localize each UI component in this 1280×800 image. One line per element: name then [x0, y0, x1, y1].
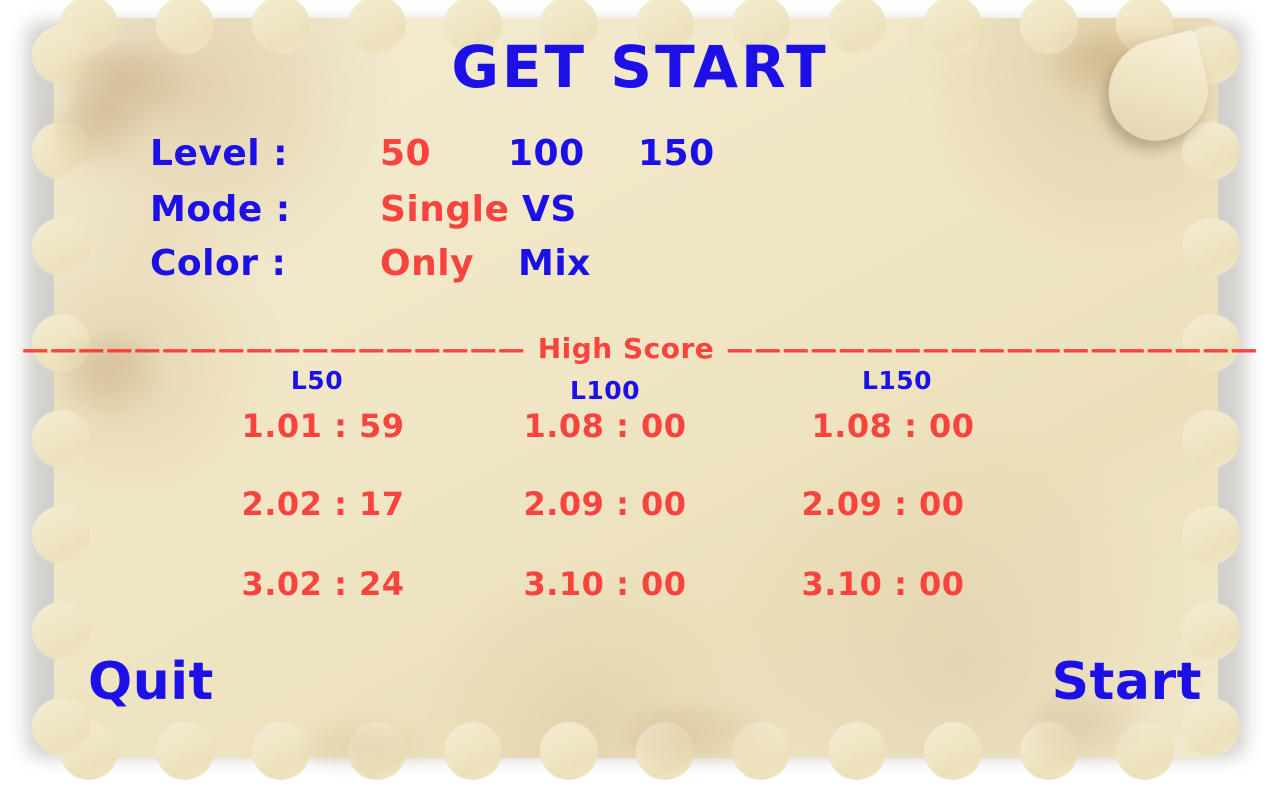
level-label: Level :: [150, 133, 289, 174]
paper-surface: [54, 18, 1218, 758]
score-cell: 2.09 : 00: [801, 485, 965, 523]
score-row: 3.02 : 24 3.10 : 00 3.10 : 00: [185, 564, 1025, 604]
level-option-50[interactable]: 50: [380, 133, 432, 174]
score-column-header-l150: L150: [861, 366, 933, 395]
score-cell: 3.02 : 24: [241, 565, 405, 603]
color-option-only[interactable]: Only: [380, 243, 475, 284]
score-cell: 3.10 : 00: [801, 565, 965, 603]
mode-option-vs[interactable]: VS: [522, 189, 577, 230]
page-title: GET START: [451, 33, 829, 101]
level-option-150[interactable]: 150: [638, 133, 715, 174]
color-option-mix[interactable]: Mix: [518, 243, 591, 284]
mode-label: Mode :: [150, 189, 291, 230]
high-score-label: High Score: [537, 332, 715, 365]
divider-dashes-right: ———————————————————: [726, 334, 1259, 365]
score-header-row: L50 L100 L150: [185, 366, 1025, 405]
high-score-table: L50 L100 L150 1.01 : 59 1.08 : 00 1.08 :…: [185, 366, 1025, 604]
score-cell: 2.09 : 00: [523, 485, 687, 523]
score-cell: 2.02 : 17: [241, 485, 405, 523]
score-cell: 3.10 : 00: [523, 565, 687, 603]
quit-button[interactable]: Quit: [88, 652, 214, 712]
mode-option-single[interactable]: Single: [380, 189, 510, 230]
divider-dashes-left: ——————————————————: [21, 334, 526, 365]
score-row: 1.01 : 59 1.08 : 00 1.08 : 00: [185, 406, 1025, 446]
level-option-100[interactable]: 100: [508, 133, 585, 174]
high-score-divider: —————————————————— High Score ————————————…: [0, 330, 1280, 369]
start-button[interactable]: Start: [1051, 652, 1202, 712]
score-cell: 1.01 : 59: [241, 407, 405, 445]
score-cell: 1.08 : 00: [811, 407, 975, 445]
score-column-header-l100: L100: [569, 376, 641, 405]
score-row: 2.02 : 17 2.09 : 00 2.09 : 00: [185, 484, 1025, 524]
score-cell: 1.08 : 00: [523, 407, 687, 445]
score-column-header-l50: L50: [290, 366, 344, 395]
color-label: Color :: [150, 243, 287, 284]
